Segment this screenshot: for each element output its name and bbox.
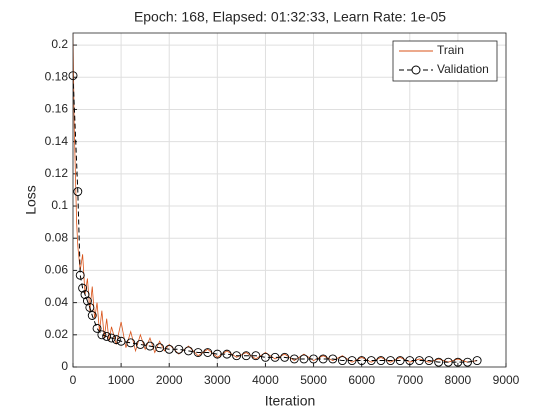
validation-marker xyxy=(97,330,107,340)
validation-marker xyxy=(193,348,203,357)
y-tick-label: 0.14 xyxy=(45,134,69,148)
validation-marker xyxy=(78,283,88,293)
plot-area xyxy=(73,33,506,367)
legend-label: Train xyxy=(437,43,464,57)
validation-marker xyxy=(241,351,251,361)
validation-marker xyxy=(232,351,242,361)
y-tick-label: 0.06 xyxy=(45,263,69,277)
validation-marker xyxy=(337,356,347,366)
validation-marker xyxy=(116,336,126,346)
validation-marker xyxy=(251,351,261,361)
validation-marker xyxy=(386,356,395,366)
validation-marker xyxy=(289,354,299,364)
y-tick-label: 0.12 xyxy=(45,166,69,180)
validation-marker xyxy=(395,356,405,366)
chart-title: Epoch: 168, Elapsed: 01:32:33, Learn Rat… xyxy=(134,9,446,25)
validation-marker xyxy=(434,357,444,367)
validation-marker xyxy=(164,344,174,354)
validation-marker xyxy=(280,352,290,362)
x-axis-label: Iteration xyxy=(265,393,316,409)
validation-marker xyxy=(366,356,376,366)
x-tick-label: 0 xyxy=(70,373,77,387)
validation-marker xyxy=(318,354,328,364)
legend-marker xyxy=(411,65,421,75)
x-tick-label: 7000 xyxy=(396,373,423,387)
validation-marker xyxy=(107,333,116,343)
validation-marker xyxy=(155,343,165,353)
y-tick-label: 0.04 xyxy=(45,295,69,309)
validation-marker xyxy=(453,357,463,367)
x-tick-label: 3000 xyxy=(204,373,231,387)
validation-marker xyxy=(145,341,155,351)
x-tick-label: 5000 xyxy=(300,373,327,387)
x-tick-label: 8000 xyxy=(445,373,472,387)
y-tick-label: 0.1 xyxy=(51,198,68,212)
validation-marker xyxy=(73,187,83,196)
validation-marker xyxy=(309,354,319,364)
legend-label: Validation xyxy=(437,62,489,76)
x-tick-label: 1000 xyxy=(108,373,135,387)
validation-marker xyxy=(405,356,415,366)
validation-marker xyxy=(111,335,121,345)
y-tick-label: 0.08 xyxy=(45,230,69,244)
validation-marker xyxy=(414,356,424,366)
validation-marker xyxy=(203,348,213,357)
validation-marker xyxy=(82,296,92,306)
x-tick-label: 9000 xyxy=(493,373,520,387)
validation-marker xyxy=(102,331,112,341)
validation-marker xyxy=(126,338,136,348)
validation-marker xyxy=(260,352,270,362)
validation-marker xyxy=(347,356,357,366)
y-axis-label: Loss xyxy=(23,185,39,215)
validation-marker xyxy=(184,346,193,356)
validation-marker xyxy=(443,357,453,367)
x-tick-label: 4000 xyxy=(252,373,279,387)
validation-marker xyxy=(328,354,338,364)
validation-marker xyxy=(174,344,184,354)
y-tick-label: 0.16 xyxy=(45,102,69,116)
validation-marker xyxy=(75,270,85,280)
validation-marker xyxy=(472,356,482,366)
x-tick-label: 6000 xyxy=(348,373,375,387)
axes-box xyxy=(72,32,507,368)
validation-marker xyxy=(80,290,90,300)
y-tick-label: 0.18 xyxy=(45,69,69,83)
validation-marker xyxy=(212,349,222,359)
y-tick-label: 0.2 xyxy=(51,37,68,51)
legend-box xyxy=(392,40,498,82)
validation-marker xyxy=(424,356,434,366)
validation-marker xyxy=(270,352,280,362)
validation-marker xyxy=(87,311,97,320)
validation-marker xyxy=(135,340,145,349)
y-tick-label: 0 xyxy=(61,359,68,373)
validation-marker xyxy=(299,354,309,364)
validation-marker xyxy=(222,349,232,359)
series-line xyxy=(73,75,478,363)
x-tick-label: 2000 xyxy=(156,373,183,387)
validation-marker xyxy=(92,323,102,333)
validation-marker xyxy=(463,357,472,367)
series-line xyxy=(73,33,478,363)
y-tick-label: 0.02 xyxy=(45,327,69,341)
validation-marker xyxy=(376,356,386,366)
validation-marker xyxy=(85,302,95,312)
validation-marker xyxy=(357,356,367,366)
